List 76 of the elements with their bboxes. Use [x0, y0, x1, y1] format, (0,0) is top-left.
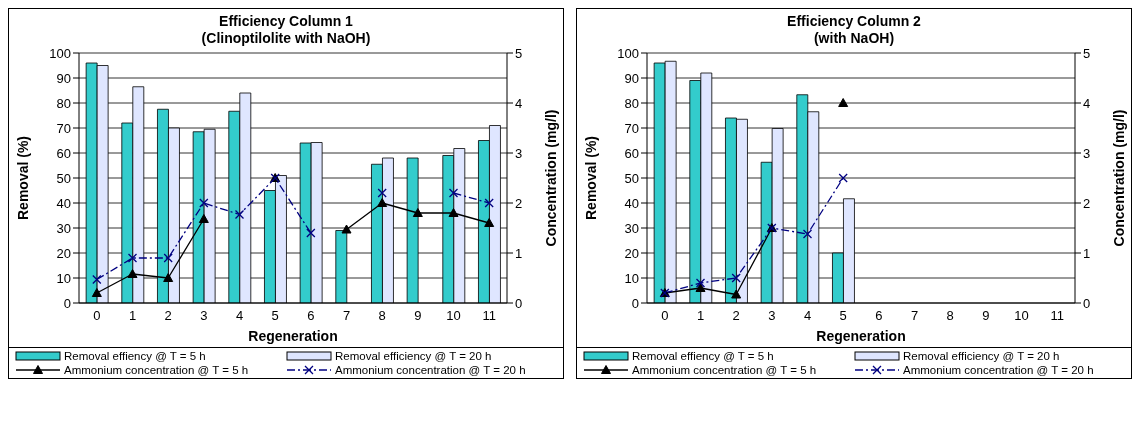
y-tick-label: 60	[56, 145, 71, 161]
legend-label: Removal effiency @ T = 5 h	[632, 350, 774, 362]
y-tick-label: 100	[617, 45, 639, 61]
x-tick-label: 8	[946, 308, 954, 324]
x-tick-label: 0	[93, 308, 101, 324]
y2-tick-label: 1	[515, 245, 523, 261]
y2-tick-label: 5	[515, 45, 523, 61]
y-tick-label: 40	[624, 195, 639, 211]
chart-title: Efficiency Column 1	[218, 13, 354, 30]
y-tick-label: 0	[631, 295, 639, 311]
x-tick-label: 2	[164, 308, 172, 324]
chart-title: Efficiency Column 2	[786, 13, 922, 30]
legend-label: Ammonium concentration @ T = 20 h	[335, 364, 526, 376]
x-tick-label: 6	[875, 308, 883, 324]
x-tick-label: 3	[768, 308, 776, 324]
x-tick-label: 11	[482, 308, 496, 324]
y-tick-label: 10	[56, 270, 71, 286]
y2-tick-label: 3	[1083, 145, 1091, 161]
legend-label: Ammonium concentration @ T = 5 h	[632, 364, 817, 376]
x-tick-label: 6	[307, 308, 315, 324]
y2-tick-label: 4	[1083, 95, 1091, 111]
y-tick-label: 30	[56, 220, 71, 236]
x-tick-label: 5	[271, 308, 279, 324]
y-tick-label: 20	[56, 245, 71, 261]
x-tick-label: 9	[414, 308, 422, 324]
y-tick-label: 70	[56, 120, 71, 136]
y-axis-title: Removal (%)	[14, 135, 31, 221]
y-tick-label: 50	[624, 170, 639, 186]
x-tick-label: 1	[128, 308, 137, 324]
y-tick-label: 90	[56, 70, 71, 86]
x-tick-label: 3	[200, 308, 208, 324]
x-tick-label: 8	[378, 308, 386, 324]
x-tick-label: 4	[235, 308, 244, 324]
y-tick-label: 0	[63, 295, 71, 311]
x-tick-label: 2	[732, 308, 740, 324]
y-tick-label: 20	[624, 245, 639, 261]
x-tick-label: 10	[1014, 308, 1029, 324]
y2-tick-label: 0	[515, 295, 523, 311]
y-tick-label: 30	[624, 220, 639, 236]
x-tick-label: 7	[910, 308, 919, 324]
x-axis-title: Regeneration	[816, 328, 906, 344]
legend-label: Removal efficiency @ T = 20 h	[335, 350, 492, 362]
legend-label: Removal efficiency @ T = 20 h	[903, 350, 1060, 362]
x-tick-label: 4	[803, 308, 812, 324]
y2-tick-label: 4	[515, 95, 523, 111]
y2-axis-title: Concentration (mg/l)	[1110, 109, 1127, 247]
x-tick-label: 9	[982, 308, 990, 324]
chart-subtitle: (Clinoptilolite with NaOH)	[200, 30, 372, 47]
y-tick-label: 90	[624, 70, 639, 86]
chart-subtitle: (with NaOH)	[812, 30, 896, 47]
y-tick-label: 100	[49, 45, 71, 61]
x-tick-label: 0	[661, 308, 669, 324]
y2-tick-label: 1	[1083, 245, 1091, 261]
y-axis-title: Removal (%)	[582, 135, 599, 221]
x-tick-label: 7	[342, 308, 351, 324]
y-tick-label: 10	[624, 270, 639, 286]
legend-label: Ammonium concentration @ T = 5 h	[64, 364, 249, 376]
x-tick-label: 10	[446, 308, 461, 324]
y-tick-label: 60	[624, 145, 639, 161]
y-tick-label: 50	[56, 170, 71, 186]
y2-tick-label: 5	[1083, 45, 1091, 61]
y2-tick-label: 0	[1083, 295, 1091, 311]
y-tick-label: 70	[624, 120, 639, 136]
y2-tick-label: 2	[1083, 195, 1091, 211]
x-axis-title: Regeneration	[248, 328, 338, 344]
legend-label: Ammonium concentration @ T = 20 h	[903, 364, 1094, 376]
y2-axis-title: Concentration (mg/l)	[542, 109, 559, 247]
legend-label: Removal effiency @ T = 5 h	[64, 350, 206, 362]
y-tick-label: 80	[624, 95, 639, 111]
x-tick-label: 5	[839, 308, 847, 324]
y-tick-label: 80	[56, 95, 71, 111]
y2-tick-label: 2	[515, 195, 523, 211]
x-tick-label: 11	[1050, 308, 1064, 324]
y2-tick-label: 3	[515, 145, 523, 161]
y-tick-label: 40	[56, 195, 71, 211]
x-tick-label: 1	[696, 308, 705, 324]
